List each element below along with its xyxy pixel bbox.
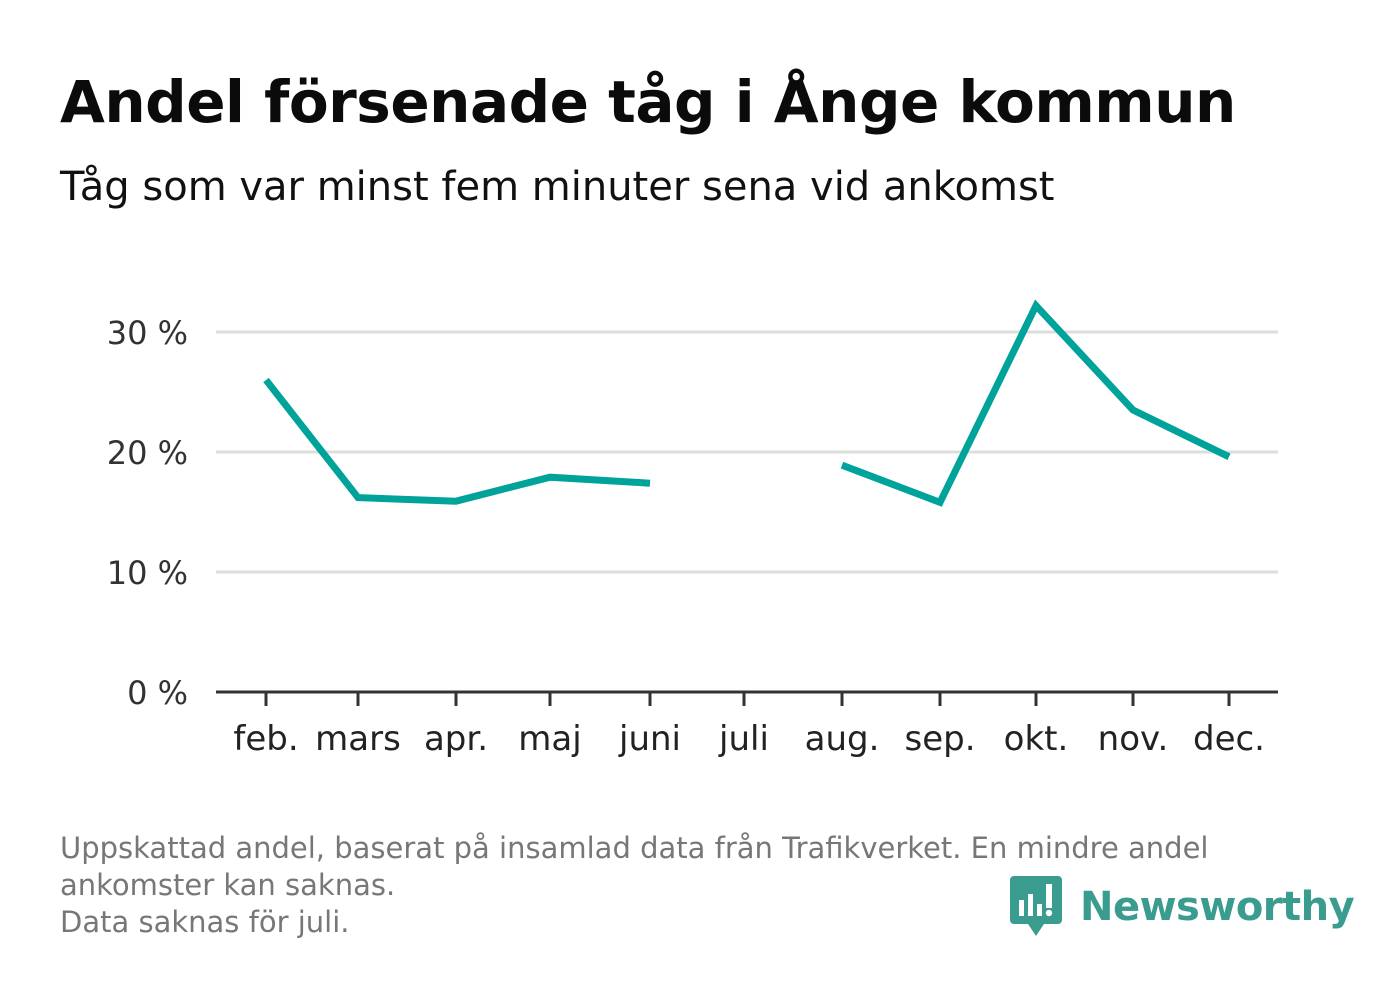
series-lines bbox=[263, 299, 1231, 507]
y-tick-label: 30 % bbox=[107, 314, 188, 352]
y-tick-label: 0 % bbox=[127, 674, 188, 712]
footnote-line: Uppskattad andel, baserat på insamlad da… bbox=[60, 831, 1209, 865]
chart-subtitle: Tåg som var minst fem minuter sena vid a… bbox=[60, 164, 1055, 210]
x-tick-label: sep. bbox=[904, 719, 975, 759]
grid-lines bbox=[216, 330, 1278, 574]
brand-name: Newsworthy bbox=[1080, 884, 1355, 930]
x-tick-label: juni bbox=[618, 719, 681, 759]
series-line bbox=[263, 377, 651, 505]
x-tick-label: dec. bbox=[1193, 719, 1265, 759]
x-tick-label: feb. bbox=[233, 719, 298, 759]
footnote: Uppskattad andel, baserat på insamlad da… bbox=[60, 830, 1320, 941]
chart-title: Andel försenade tåg i Ånge kommun bbox=[60, 68, 1236, 136]
y-tick-label: 20 % bbox=[107, 434, 188, 472]
x-tick-label: apr. bbox=[424, 719, 488, 759]
x-tick-label: mars bbox=[315, 719, 401, 759]
x-axis bbox=[216, 690, 1278, 706]
x-tick-label: maj bbox=[518, 719, 581, 759]
newsworthy-icon bbox=[1010, 876, 1062, 936]
x-tick-label: okt. bbox=[1004, 719, 1069, 759]
y-tick-label: 10 % bbox=[107, 554, 188, 592]
footnote-line: ankomster kan saknas. bbox=[60, 868, 396, 902]
x-tick-labels: feb. mars apr. maj juni juli aug. sep. okt. nov. d… bbox=[233, 719, 1265, 759]
series-line bbox=[840, 299, 1231, 507]
y-tick-labels: 0 % 10 % 20 % 30 % bbox=[107, 314, 188, 712]
x-tick-label: nov. bbox=[1098, 719, 1169, 759]
footnote-line: Data saknas för juli. bbox=[60, 905, 350, 939]
x-tick-label: aug. bbox=[805, 719, 880, 759]
newsworthy-logo: Newsworthy bbox=[1010, 876, 1355, 938]
x-tick-label: juli bbox=[718, 719, 769, 759]
